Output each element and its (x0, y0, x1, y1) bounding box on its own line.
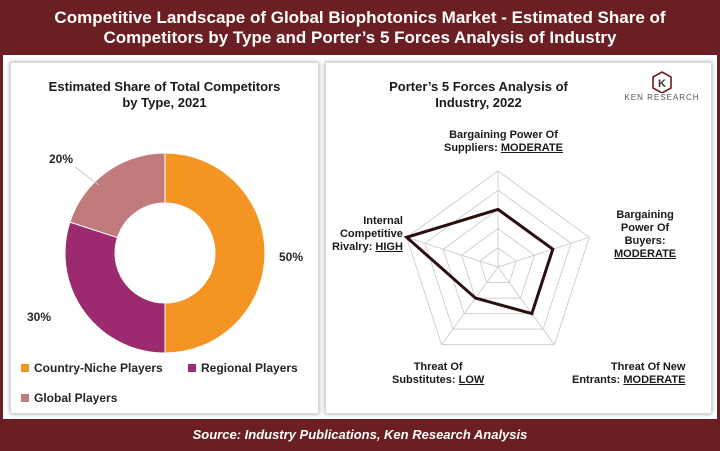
radar-axis-label-suppliers: Bargaining Power Of Suppliers: MODERATE (444, 129, 563, 155)
radar-series-line (403, 207, 555, 316)
radar-grid-ring-4 (424, 189, 572, 330)
header-title-line1: Competitive Landscape of Global Biophoto… (54, 8, 666, 27)
donut-title-line2: by Type, 2021 (122, 95, 207, 110)
radar-chart-title: Porter’s 5 Forces Analysis of Industry, … (286, 79, 671, 111)
donut-leader-line-global (74, 166, 100, 186)
radar-axis-label-rivalry: Internal Competitive Rivalry: HIGH (332, 215, 403, 254)
radar-axis-label-substitutes: Threat Of Substitutes: LOW (392, 361, 484, 387)
radar-label-substitutes-prefix: Substitutes: (392, 374, 459, 386)
donut-chart: 50% 30% 20% (27, 152, 303, 354)
radar-spoke-2 (497, 266, 555, 345)
page-header: Competitive Landscape of Global Biophoto… (0, 0, 720, 55)
radar-chart-panel: Porter’s 5 Forces Analysis of Industry, … (325, 62, 712, 414)
radar-chart (403, 170, 590, 346)
radar-label-rivalry-line1: Internal (363, 215, 403, 227)
radar-level-substitutes: LOW (458, 374, 485, 386)
radar-label-substitutes-line1: Threat Of (413, 361, 463, 373)
radar-label-suppliers-line1: Bargaining Power Of (449, 129, 558, 141)
legend-item-regional: Regional Players (188, 361, 298, 375)
radar-grid-ring-2 (460, 227, 536, 299)
donut-chart-title: Estimated Share of Total Competitors by … (11, 79, 318, 111)
radar-label-buyers-line1: Bargaining (616, 209, 674, 221)
legend-swatch-global (21, 393, 29, 402)
donut-title-line1: Estimated Share of Total Competitors (48, 79, 281, 94)
radar-spoke-1 (497, 236, 590, 268)
radar-label-entrants-line2: Entrants: MODERATE (572, 374, 685, 387)
logo-mark-letter: K (658, 78, 666, 90)
radar-grid-ring-5 (406, 170, 590, 346)
radar-level-buyers: MODERATE (614, 248, 677, 260)
donut-data-label-regional: 30% (27, 310, 51, 324)
header-title-line2: Competitors by Type and Porter’s 5 Force… (103, 28, 617, 47)
donut-data-label-country-niche: 50% (279, 250, 303, 264)
legend-item-global: Global Players (21, 391, 117, 405)
logo-mark-icon: K (652, 71, 672, 93)
radar-level-entrants: MODERATE (623, 374, 686, 386)
ken-research-logo: K KEN RESEARCH (622, 71, 702, 103)
radar-spoke-4 (406, 236, 499, 268)
legend-swatch-regional (188, 363, 196, 372)
radar-label-suppliers-line2: Suppliers: MODERATE (444, 142, 563, 155)
radar-label-suppliers-prefix: Suppliers: (444, 142, 501, 154)
page-footer: Source: Industry Publications, Ken Resea… (0, 419, 720, 451)
donut-slice-regional (64, 221, 166, 354)
radar-label-entrants-line1: Threat Of New (610, 361, 686, 373)
logo-text: KEN RESEARCH (624, 93, 700, 102)
radar-title-line2: Industry, 2022 (435, 95, 522, 110)
legend-swatch-country-niche (21, 363, 29, 372)
radar-label-substitutes-line2: Substitutes: LOW (392, 374, 484, 387)
radar-label-buyers-line3: Buyers: (624, 235, 666, 247)
donut-data-label-global: 20% (49, 152, 73, 166)
legend-label-regional: Regional Players (201, 361, 298, 375)
donut-slice-country-niche (164, 152, 266, 354)
radar-grid-ring-1 (479, 247, 517, 284)
radar-label-rivalry-line2: Competitive (339, 228, 403, 240)
legend-label-country-niche: Country-Niche Players (34, 361, 163, 375)
radar-label-buyers-line2: Power Of (620, 222, 670, 234)
donut-chart-panel: Estimated Share of Total Competitors by … (10, 62, 319, 414)
source-note: Source: Industry Publications, Ken Resea… (192, 427, 528, 442)
radar-level-rivalry: HIGH (375, 241, 403, 253)
radar-axis-label-new-entrants: Threat Of New Entrants: MODERATE (572, 361, 685, 387)
radar-label-rivalry-prefix: Rivalry: (332, 241, 376, 253)
radar-label-rivalry-line3: Rivalry: HIGH (332, 241, 403, 254)
radar-level-suppliers: MODERATE (500, 142, 563, 154)
radar-label-entrants-prefix: Entrants: (572, 374, 624, 386)
radar-axis-label-buyers: Bargaining Power Of Buyers: MODERATE (614, 209, 676, 261)
donut-slice-global (69, 152, 166, 239)
legend-label-global: Global Players (34, 391, 118, 405)
radar-spoke-3 (441, 266, 499, 345)
legend-item-country-niche: Country-Niche Players (21, 361, 163, 375)
radar-title-line1: Porter’s 5 Forces Analysis of (389, 79, 568, 94)
